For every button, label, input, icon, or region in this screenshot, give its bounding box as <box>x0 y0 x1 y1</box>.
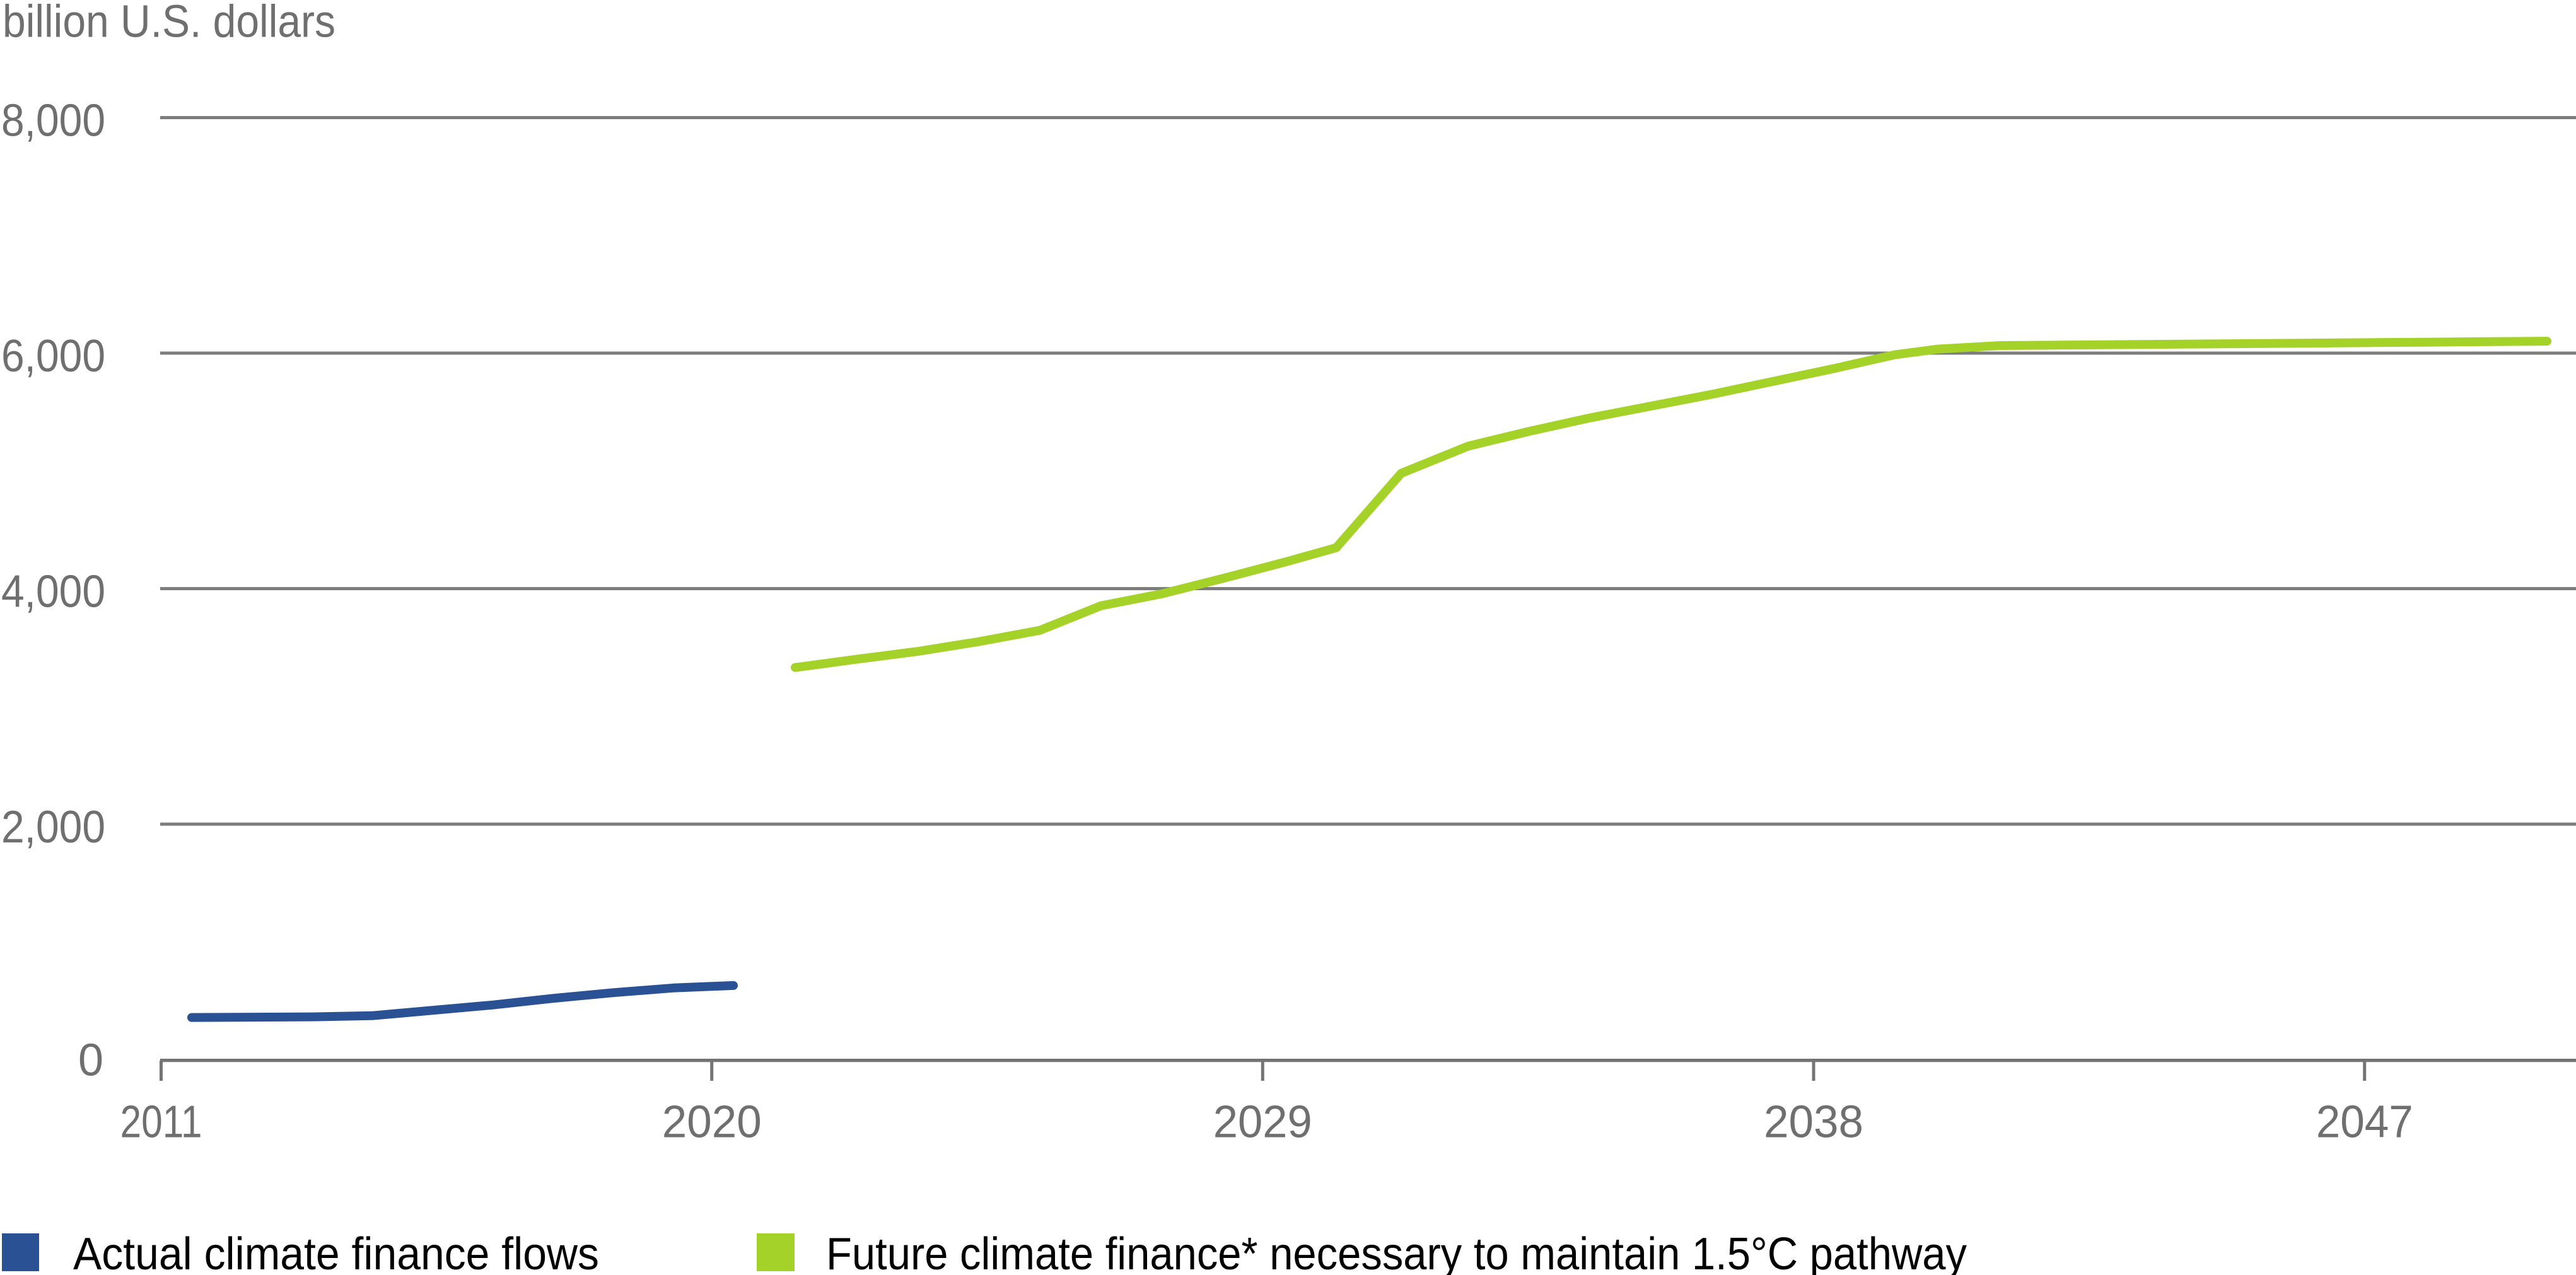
svg-text:Actual climate finance flows: Actual climate finance flows <box>73 1229 599 1275</box>
svg-text:8,000: 8,000 <box>1 95 105 146</box>
svg-text:2029: 2029 <box>1213 1097 1312 1147</box>
svg-text:billion U.S. dollars: billion U.S. dollars <box>3 0 335 47</box>
svg-text:2038: 2038 <box>1764 1097 1863 1147</box>
svg-text:0: 0 <box>78 1035 103 1085</box>
svg-text:2,000: 2,000 <box>1 802 105 853</box>
svg-text:Future climate finance* necess: Future climate finance* necessary to mai… <box>826 1229 1967 1275</box>
svg-text:2011: 2011 <box>120 1097 202 1147</box>
svg-text:4,000: 4,000 <box>1 566 105 617</box>
svg-text:6,000: 6,000 <box>1 331 105 381</box>
svg-text:2020: 2020 <box>662 1097 762 1147</box>
svg-text:2047: 2047 <box>2316 1097 2413 1147</box>
